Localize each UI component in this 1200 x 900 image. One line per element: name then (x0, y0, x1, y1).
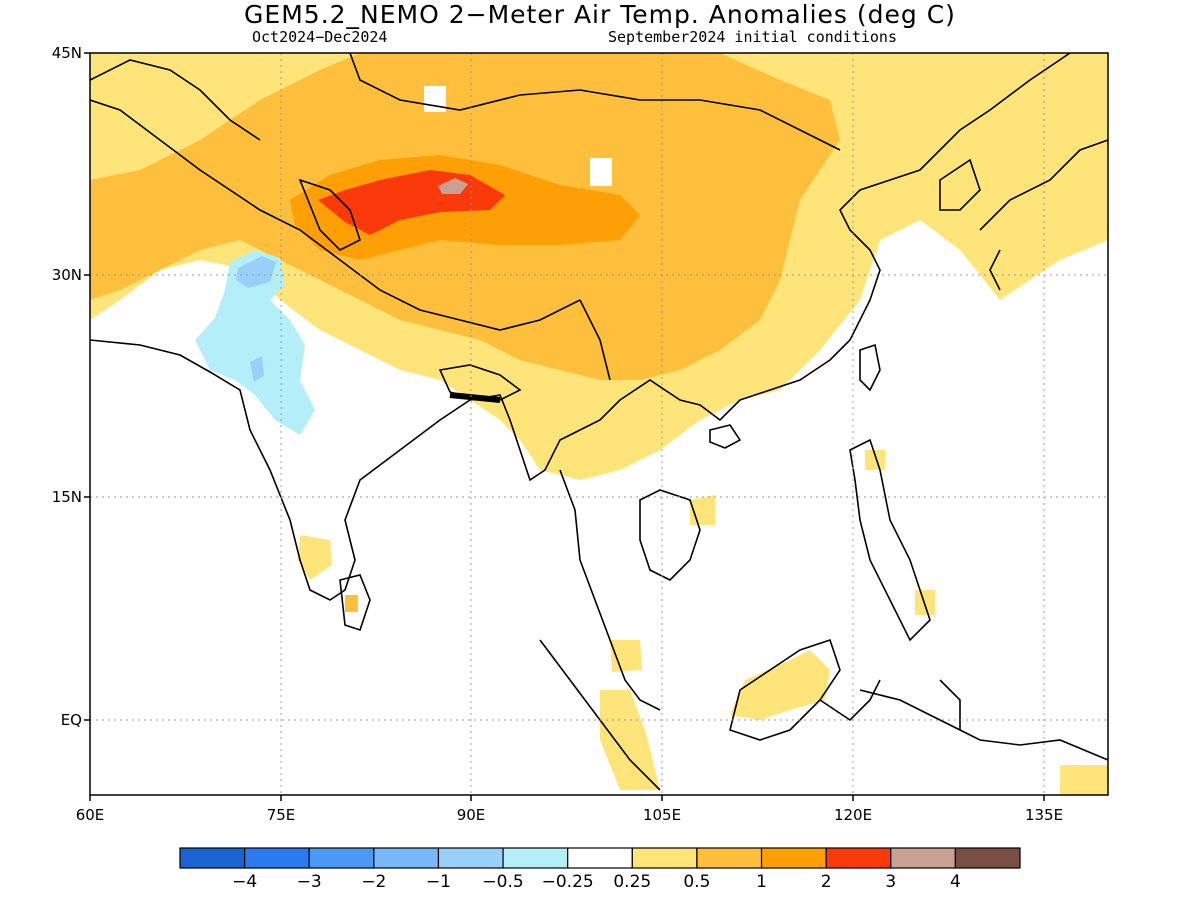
colorbar-swatch (631, 847, 698, 869)
colorbar-label: −0.5 (482, 872, 524, 892)
lat-label: 30N (51, 266, 82, 284)
colorbar-swatch (825, 847, 892, 869)
colorbar-label: 0.5 (683, 872, 711, 892)
map-title: GEM5.2_NEMO 2−Meter Air Temp. Anomalies … (244, 0, 956, 29)
colorbar (179, 847, 1021, 869)
anomaly-area-blue (236, 256, 276, 288)
lon-label: 75E (266, 806, 296, 824)
map-frame (89, 52, 1109, 796)
anomaly-area-yellow-5 (298, 535, 332, 580)
lon-label: 60E (75, 806, 105, 824)
anomaly-area-yellow-2 (730, 650, 830, 720)
colorbar-label: −4 (232, 872, 258, 892)
colorbar-label: 1 (756, 872, 767, 892)
colorbar-swatch (760, 847, 827, 869)
lat-label: 15N (51, 488, 82, 506)
colorbar-label: −1 (425, 872, 451, 892)
colorbar-swatch (890, 847, 956, 869)
lat-label: EQ (60, 711, 82, 729)
colorbar-label: 2 (820, 872, 832, 892)
colorbar-label: 3 (885, 872, 897, 892)
anomaly-area-light-blue (195, 250, 315, 435)
colorbar-swatch (308, 847, 375, 869)
colorbar-swatch (244, 847, 310, 869)
colorbar-swatch (437, 847, 504, 869)
anomaly-area-yellow-4 (1060, 765, 1108, 795)
colorbar-swatch (373, 847, 440, 869)
colorbar-label: −3 (296, 872, 322, 892)
anomaly-area-yellow-3 (600, 690, 660, 790)
anomaly-area-yellow-7 (865, 450, 885, 470)
colorbar-label: 4 (949, 872, 961, 892)
colorbar-label: 0.25 (613, 872, 652, 892)
coastlines (90, 53, 1108, 791)
lat-label: 45N (51, 44, 82, 62)
anomaly-area-yellow-6 (610, 640, 642, 672)
colorbar-swatch (502, 847, 569, 869)
colorbar-label: −0.25 (541, 872, 594, 892)
colorbar-swatch (696, 847, 763, 869)
colorbar-swatch (567, 847, 633, 869)
lon-label: 120E (833, 806, 873, 824)
colorbar-swatch (179, 847, 246, 869)
anomaly-area-orange-2 (345, 595, 358, 612)
anomaly-area-blue-2 (250, 356, 264, 382)
initial-conditions: September2024 initial conditions (608, 28, 897, 46)
colorbar-swatch (954, 847, 1021, 869)
lon-label: 90E (456, 806, 486, 824)
colorbar-label: −2 (361, 872, 387, 892)
anomaly-area-brown (438, 178, 468, 194)
lon-label: 105E (642, 806, 682, 824)
forecast-period: Oct2024−Dec2024 (252, 28, 388, 46)
lon-label: 135E (1024, 806, 1064, 824)
gridlines (90, 53, 1108, 795)
